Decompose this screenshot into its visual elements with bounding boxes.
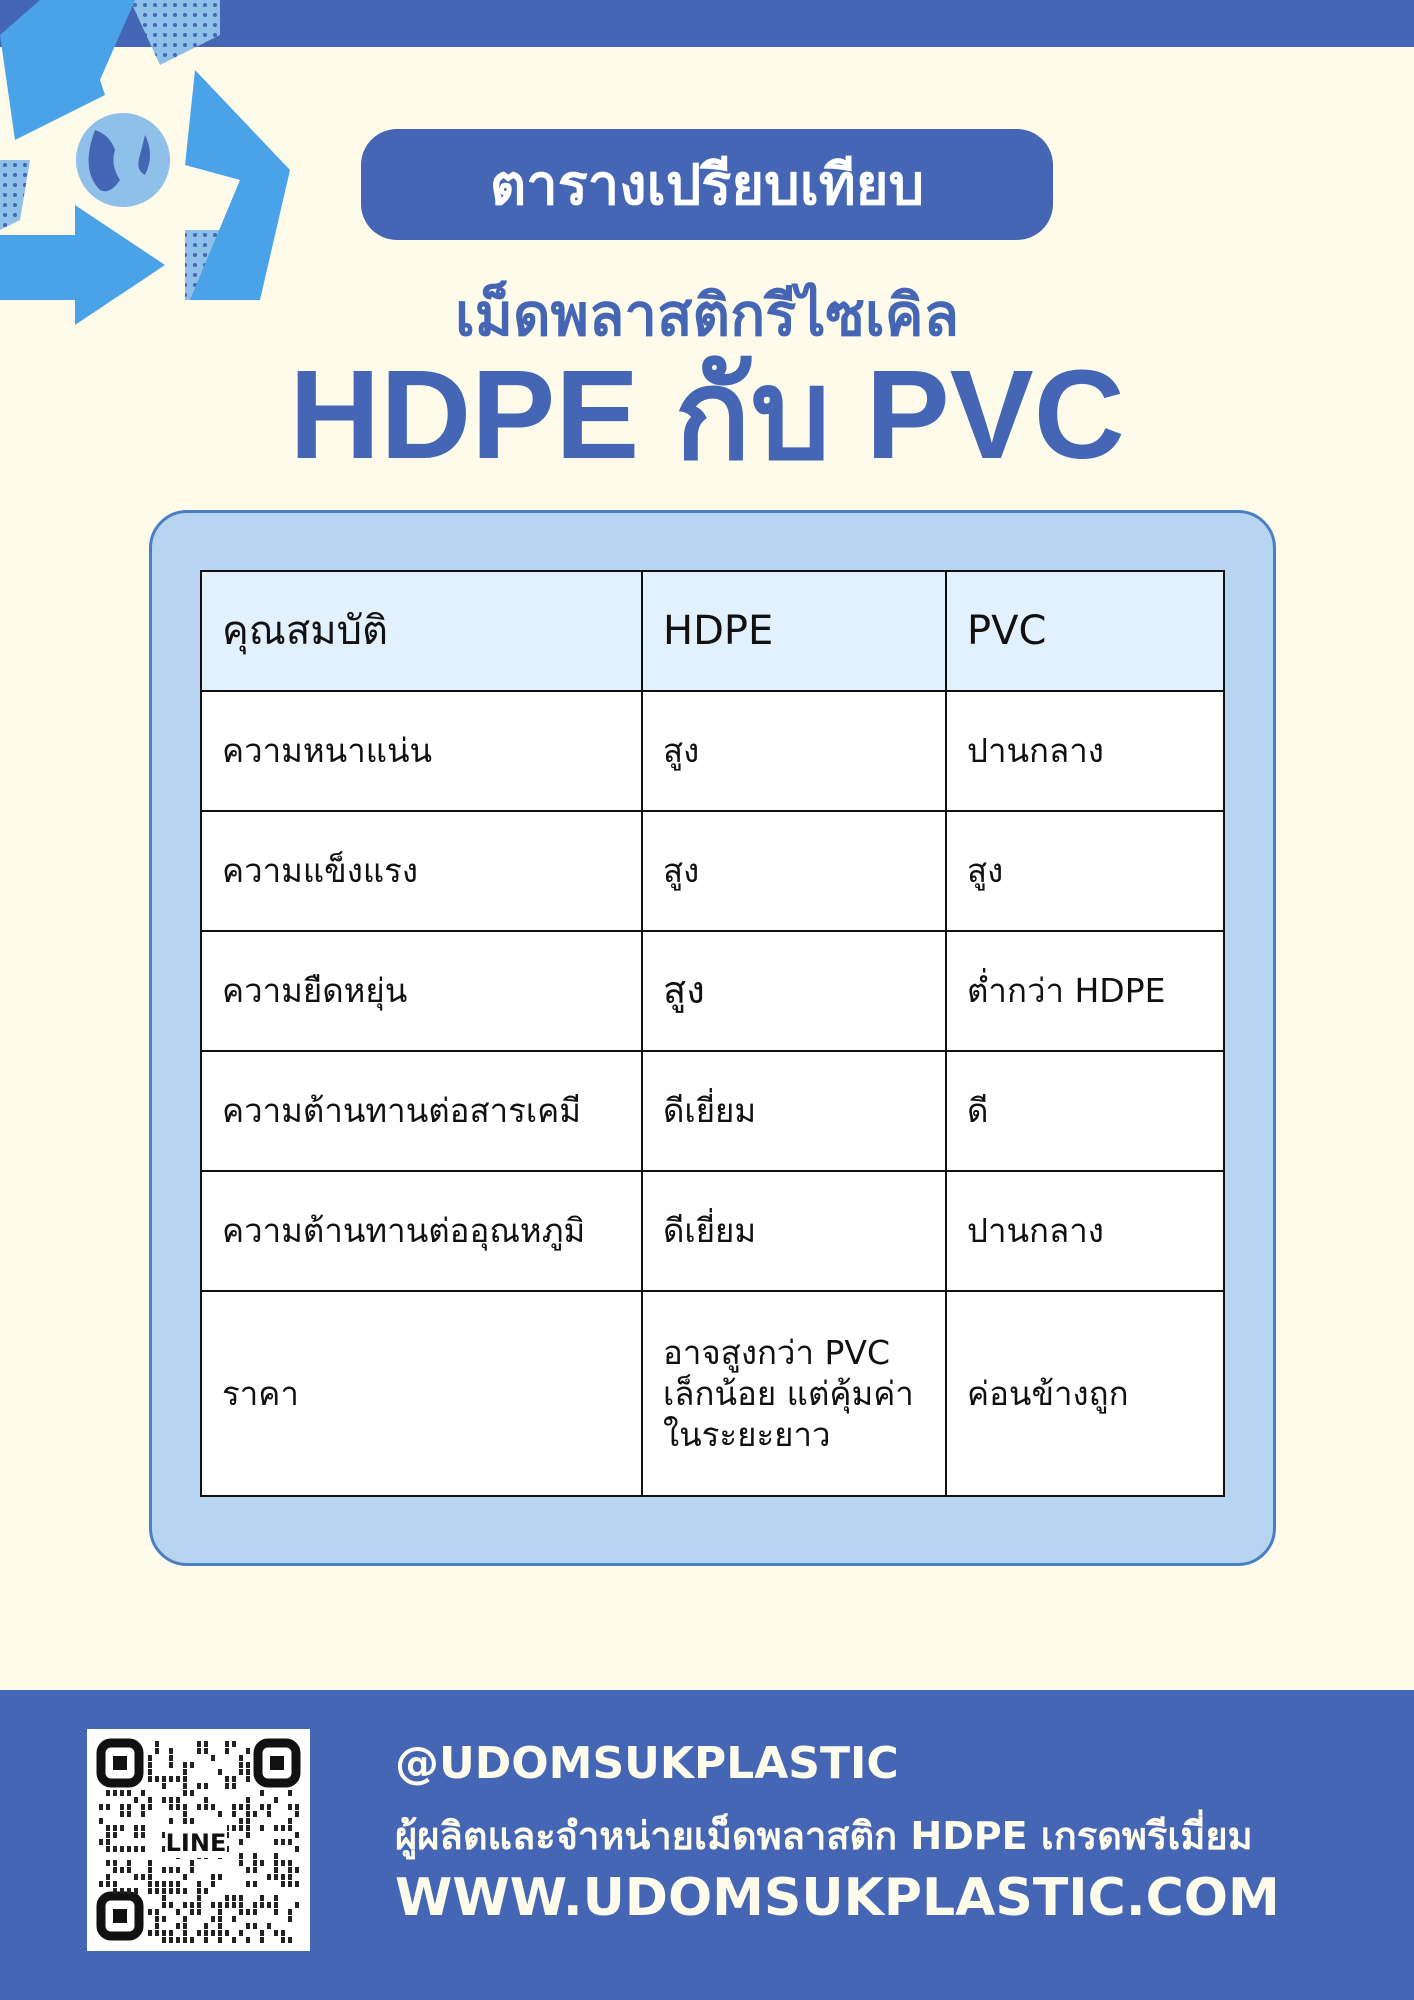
column-header: คุณสมบัติ xyxy=(200,570,643,692)
table-row: ความหนาแน่น สูง ปานกลาง xyxy=(200,690,1225,812)
table-cell: ค่อนข้างถูก xyxy=(945,1290,1225,1497)
table-cell: ความหนาแน่น xyxy=(200,690,643,812)
table-cell: ดีเยี่ยม xyxy=(641,1050,947,1172)
subtitle: เม็ดพลาสติกรีไซเคิล xyxy=(454,281,960,349)
table-cell: ความต้านทานต่ออุณหภูมิ xyxy=(200,1170,643,1292)
column-header: HDPE xyxy=(641,570,947,692)
tagline: ผู้ผลิตและจำหน่ายเม็ดพลาสติก HDPE เกรดพร… xyxy=(395,1814,1253,1858)
comparison-badge: ตารางเปรียบเทียบ xyxy=(361,129,1053,240)
table-row: ความต้านทานต่ออุณหภูมิ ดีเยี่ยม ปานกลาง xyxy=(200,1170,1225,1292)
table-cell: สูง xyxy=(641,810,947,932)
table-row: ความยืดหยุ่น สูง ต่ำกว่า HDPE xyxy=(200,930,1225,1052)
table-cell: สูง xyxy=(945,810,1225,932)
table-row: ความแข็งแรง สูง สูง xyxy=(200,810,1225,932)
social-handle: @UDOMSUKPLASTIC xyxy=(395,1738,899,1789)
website-link[interactable]: WWW.UDOMSUKPLASTIC.COM xyxy=(395,1868,1280,1928)
table-cell: ดีเยี่ยม xyxy=(641,1170,947,1292)
table-cell: ต่ำกว่า HDPE xyxy=(945,930,1225,1052)
table-cell: ปานกลาง xyxy=(945,1170,1225,1292)
qr-line-label: LINE xyxy=(166,1829,227,1857)
table-cell: ความยืดหยุ่น xyxy=(200,930,643,1052)
table-cell: ความต้านทานต่อสารเคมี xyxy=(200,1050,643,1172)
qr-code-icon: LINE xyxy=(96,1738,301,1943)
comparison-table: คุณสมบัติ HDPE PVC ความหนาแน่น สูง ปานกล… xyxy=(200,570,1225,1497)
recycle-globe-icon xyxy=(0,0,290,325)
top-bar xyxy=(0,0,1414,47)
table-cell: อาจสูงกว่า PVC เล็กน้อย แต่คุ้มค่าในระยะ… xyxy=(641,1290,947,1497)
table-cell: ดี xyxy=(945,1050,1225,1172)
table-cell: ความแข็งแรง xyxy=(200,810,643,932)
table-cell: ราคา xyxy=(200,1290,643,1497)
table-row: ความต้านทานต่อสารเคมี ดีเยี่ยม ดี xyxy=(200,1050,1225,1172)
page-title: HDPE กับ PVC xyxy=(289,344,1125,485)
table-cell: สูง xyxy=(641,930,947,1052)
table-row: ราคา อาจสูงกว่า PVC เล็กน้อย แต่คุ้มค่าใ… xyxy=(200,1290,1225,1497)
line-qr-code[interactable]: LINE xyxy=(87,1729,310,1951)
column-header: PVC xyxy=(945,570,1225,692)
table-header-row: คุณสมบัติ HDPE PVC xyxy=(200,570,1225,692)
table-cell: สูง xyxy=(641,690,947,812)
table-cell: ปานกลาง xyxy=(945,690,1225,812)
